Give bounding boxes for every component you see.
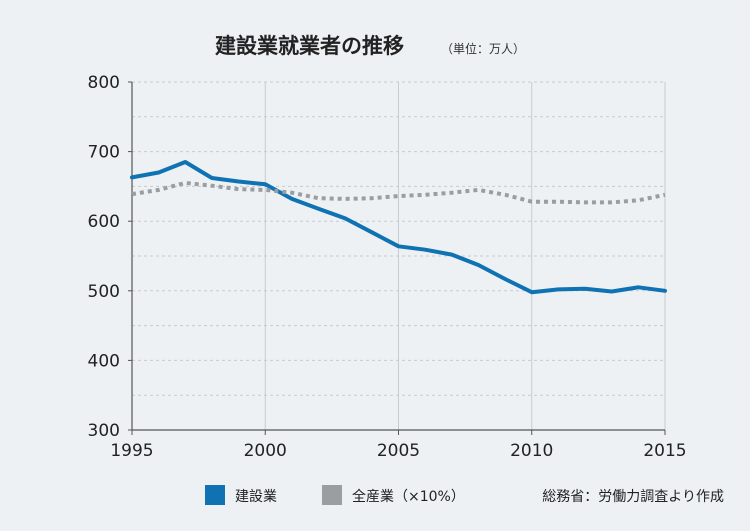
y-tick-label: 700 <box>88 143 120 163</box>
x-tick-label: 2015 <box>643 441 686 461</box>
legend-swatch-construction <box>205 485 225 505</box>
x-tick-labels: 1995 2000 2005 2010 2015 <box>110 441 686 461</box>
series-line-all-industries <box>131 180 666 205</box>
x-tick-label: 2005 <box>377 441 420 461</box>
legend: 建設業 全産業（×10%） <box>205 485 465 505</box>
series-lines <box>130 160 667 295</box>
y-tick-label: 500 <box>88 282 120 302</box>
legend-label-construction: 建設業 <box>235 489 277 505</box>
x-tick-label: 2010 <box>510 441 553 461</box>
y-tick-labels: 300 400 500 600 700 800 <box>88 73 120 441</box>
legend-swatch-all-industries <box>322 485 342 505</box>
y-tick-label: 400 <box>88 351 120 371</box>
legend-label-all-industries: 全産業（×10%） <box>352 488 465 505</box>
y-tick-label: 800 <box>88 73 120 93</box>
y-tick-label: 600 <box>88 212 120 232</box>
chart-unit-note: （単位：万人） <box>441 41 525 56</box>
y-tick-label: 300 <box>88 421 120 441</box>
grid <box>132 81 666 430</box>
series-line-construction <box>130 160 667 295</box>
x-tick-label: 2000 <box>244 441 287 461</box>
chart-title: 建設業就業者の推移 <box>215 34 404 58</box>
x-tick-label: 1995 <box>110 441 153 461</box>
axes <box>128 81 666 435</box>
source-note: 総務省：労働力調査より作成 <box>542 489 724 505</box>
